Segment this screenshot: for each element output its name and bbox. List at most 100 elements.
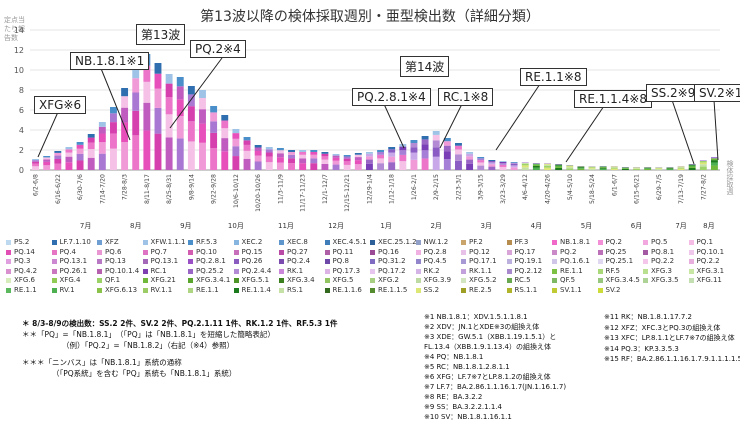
legend-swatch xyxy=(52,278,57,283)
bar-segment xyxy=(566,168,573,170)
legend-label: QF.5 xyxy=(560,276,575,285)
legend-item: PQ.8 xyxy=(325,257,349,266)
legend-item: PQ.16 xyxy=(370,248,399,257)
bar-segment xyxy=(711,162,718,165)
legend-label: PQ.15 xyxy=(242,248,263,257)
legend-item: PQ.25 xyxy=(598,248,627,257)
bar-segment xyxy=(299,163,306,170)
legend-swatch xyxy=(370,269,375,274)
note-nimbus-detail: （「PQ系統」を含む「PQ」系統も「NB.1.8.1」系統） xyxy=(22,368,338,379)
bar-segment xyxy=(533,165,540,166)
footnote: ※14 PQ.3：KP.3.3.5.3 xyxy=(604,344,740,355)
bar-segment xyxy=(411,140,418,143)
legend-label: PQ.12 xyxy=(469,248,490,257)
legend-label: PQ.10 xyxy=(196,248,217,257)
bar-segment xyxy=(99,134,106,143)
legend-label: RC.1 xyxy=(151,267,167,276)
legend-label: XFG.3.4.5 xyxy=(606,276,640,285)
month-label: 10月 xyxy=(228,222,244,230)
legend-label: RE.1.1 xyxy=(196,286,219,295)
bar-segment xyxy=(600,169,607,170)
legend-label: RS.1.1 xyxy=(515,286,538,295)
bar-segment xyxy=(232,139,239,146)
x-tick-label: 7/13-7/19 xyxy=(678,174,685,204)
legend-swatch xyxy=(689,259,694,264)
bar-segment xyxy=(511,163,518,164)
bar-segment xyxy=(321,164,328,170)
bar-segment xyxy=(366,152,373,154)
legend-label: PQ.2.4 xyxy=(287,257,310,266)
bar-segment xyxy=(155,134,162,170)
x-tick-label: 10/20-10/26 xyxy=(255,174,262,212)
legend-label: PQ.13.1 xyxy=(151,257,179,266)
bar-segment xyxy=(244,140,251,145)
legend-swatch xyxy=(598,269,603,274)
bar-segment xyxy=(244,145,251,151)
bar-segment xyxy=(232,156,239,170)
legend-item: PQ.12 xyxy=(461,248,490,257)
bar-segment xyxy=(622,168,629,169)
legend-swatch xyxy=(325,278,330,283)
bar-segment xyxy=(255,151,262,156)
bar-segment xyxy=(255,162,262,171)
bar-segment xyxy=(266,162,273,170)
bar-segment xyxy=(522,165,529,167)
legend-swatch xyxy=(188,288,193,293)
legend-label: PQ.25 xyxy=(606,248,627,257)
bar-segment xyxy=(244,159,251,170)
bar-segment xyxy=(221,128,228,138)
legend-swatch xyxy=(97,288,102,293)
legend-item: XFG.3.9 xyxy=(416,276,452,285)
bar-segment xyxy=(277,153,284,157)
bar-segment xyxy=(577,167,584,168)
legend-label: PQ.2.2 xyxy=(697,257,720,266)
legend-label: PQ.19.1 xyxy=(515,257,543,266)
x-tick-label: 9/22-9/28 xyxy=(211,174,218,204)
legend-swatch xyxy=(507,278,512,283)
legend-item: RS.1.1 xyxy=(507,286,538,295)
annotation-re114: RE.1.1.4※8 xyxy=(574,90,652,108)
bar-segment xyxy=(132,135,139,170)
bar-segment xyxy=(166,97,173,114)
bar-segment xyxy=(589,169,596,170)
legend-label: PQ.2.2 xyxy=(651,257,674,266)
legend-item: PQ.2 xyxy=(552,248,576,257)
bar-segment xyxy=(455,146,462,150)
bar-segment xyxy=(132,78,139,92)
bar-segment xyxy=(177,116,184,138)
legend-item: RV.1.1 xyxy=(143,286,173,295)
bar-segment xyxy=(199,143,206,170)
x-tick-label: 6/1-6/7 xyxy=(611,174,618,196)
bar-segment xyxy=(466,160,473,164)
legend-label: RV.1 xyxy=(60,286,75,295)
legend-label: PQ.10.1.4 xyxy=(105,267,139,276)
bar-segment xyxy=(310,150,317,152)
bar-segment xyxy=(121,142,128,170)
note-pq-example: （例）「PQ.2」=「NB.1.8.2」（右記（※4）参照） xyxy=(22,340,338,351)
bar-segment xyxy=(333,165,340,170)
legend-label: PF.2 xyxy=(469,238,483,247)
bar-segment xyxy=(511,164,518,165)
bar-segment xyxy=(66,153,73,157)
bar-segment xyxy=(711,160,718,162)
legend-swatch xyxy=(598,240,603,245)
legend-item: RE.1.1.5 xyxy=(370,286,407,295)
legend-item: XFG.21 xyxy=(143,276,176,285)
bar-segment xyxy=(700,167,707,170)
legend-swatch xyxy=(97,259,102,264)
bar-segment xyxy=(678,166,685,167)
annotation-arrow xyxy=(384,104,404,148)
bar-segment xyxy=(54,156,61,159)
legend-item: PF.2 xyxy=(461,238,483,247)
legend-label: PS.2 xyxy=(14,238,29,247)
bar-segment xyxy=(622,169,629,170)
legend-label: RE.2.5 xyxy=(469,286,492,295)
y-tick-label: 2 xyxy=(19,146,24,155)
legend-swatch xyxy=(461,278,466,283)
legend-swatch xyxy=(234,259,239,264)
bar-segment xyxy=(333,156,340,158)
bar-segment xyxy=(388,147,395,149)
x-tick-label: 6/16-6/22 xyxy=(55,174,62,204)
bar-segment xyxy=(132,92,139,110)
bar-segment xyxy=(210,148,217,170)
